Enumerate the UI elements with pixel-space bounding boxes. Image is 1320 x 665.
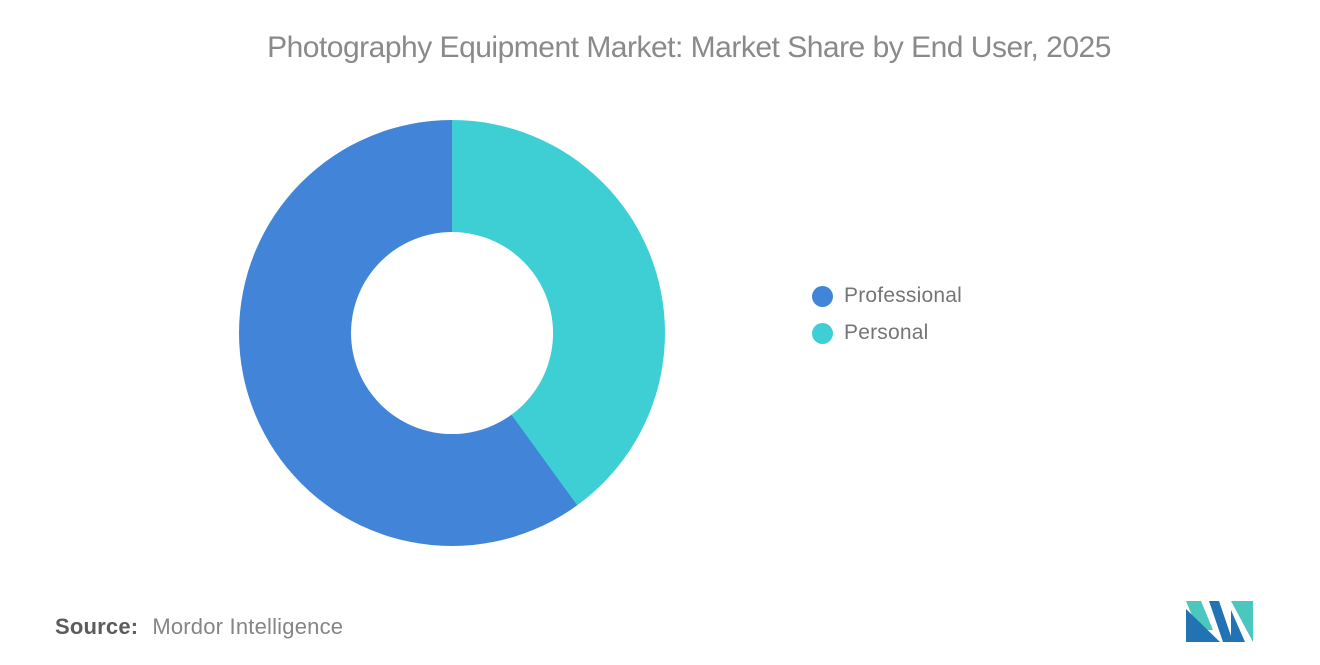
logo-blue-band bbox=[1209, 601, 1233, 642]
source-row: Source: Mordor Intelligence bbox=[55, 614, 343, 640]
legend-label-professional: Professional bbox=[844, 284, 962, 307]
legend-label-personal: Personal bbox=[844, 321, 929, 344]
logo-teal-band bbox=[1186, 601, 1213, 630]
logo-blue-triangle bbox=[1186, 609, 1220, 642]
chart-title: Photography Equipment Market: Market Sha… bbox=[267, 31, 1111, 64]
donut-chart[interactable] bbox=[239, 120, 665, 546]
legend-marker-personal-icon bbox=[812, 322, 833, 344]
legend-marker-professional-icon bbox=[812, 285, 833, 307]
legend: Professional Personal bbox=[812, 284, 962, 345]
donut-hole bbox=[351, 232, 553, 434]
logo-teal-square-top bbox=[1231, 601, 1253, 642]
legend-item-personal[interactable]: Personal bbox=[812, 321, 962, 345]
source-label: Source: bbox=[55, 614, 139, 639]
logo-blue-square-bottom bbox=[1231, 610, 1245, 642]
legend-item-professional[interactable]: Professional bbox=[812, 284, 962, 308]
mordor-intelligence-logo-icon bbox=[1186, 601, 1253, 642]
source-value: Mordor Intelligence bbox=[152, 614, 344, 639]
